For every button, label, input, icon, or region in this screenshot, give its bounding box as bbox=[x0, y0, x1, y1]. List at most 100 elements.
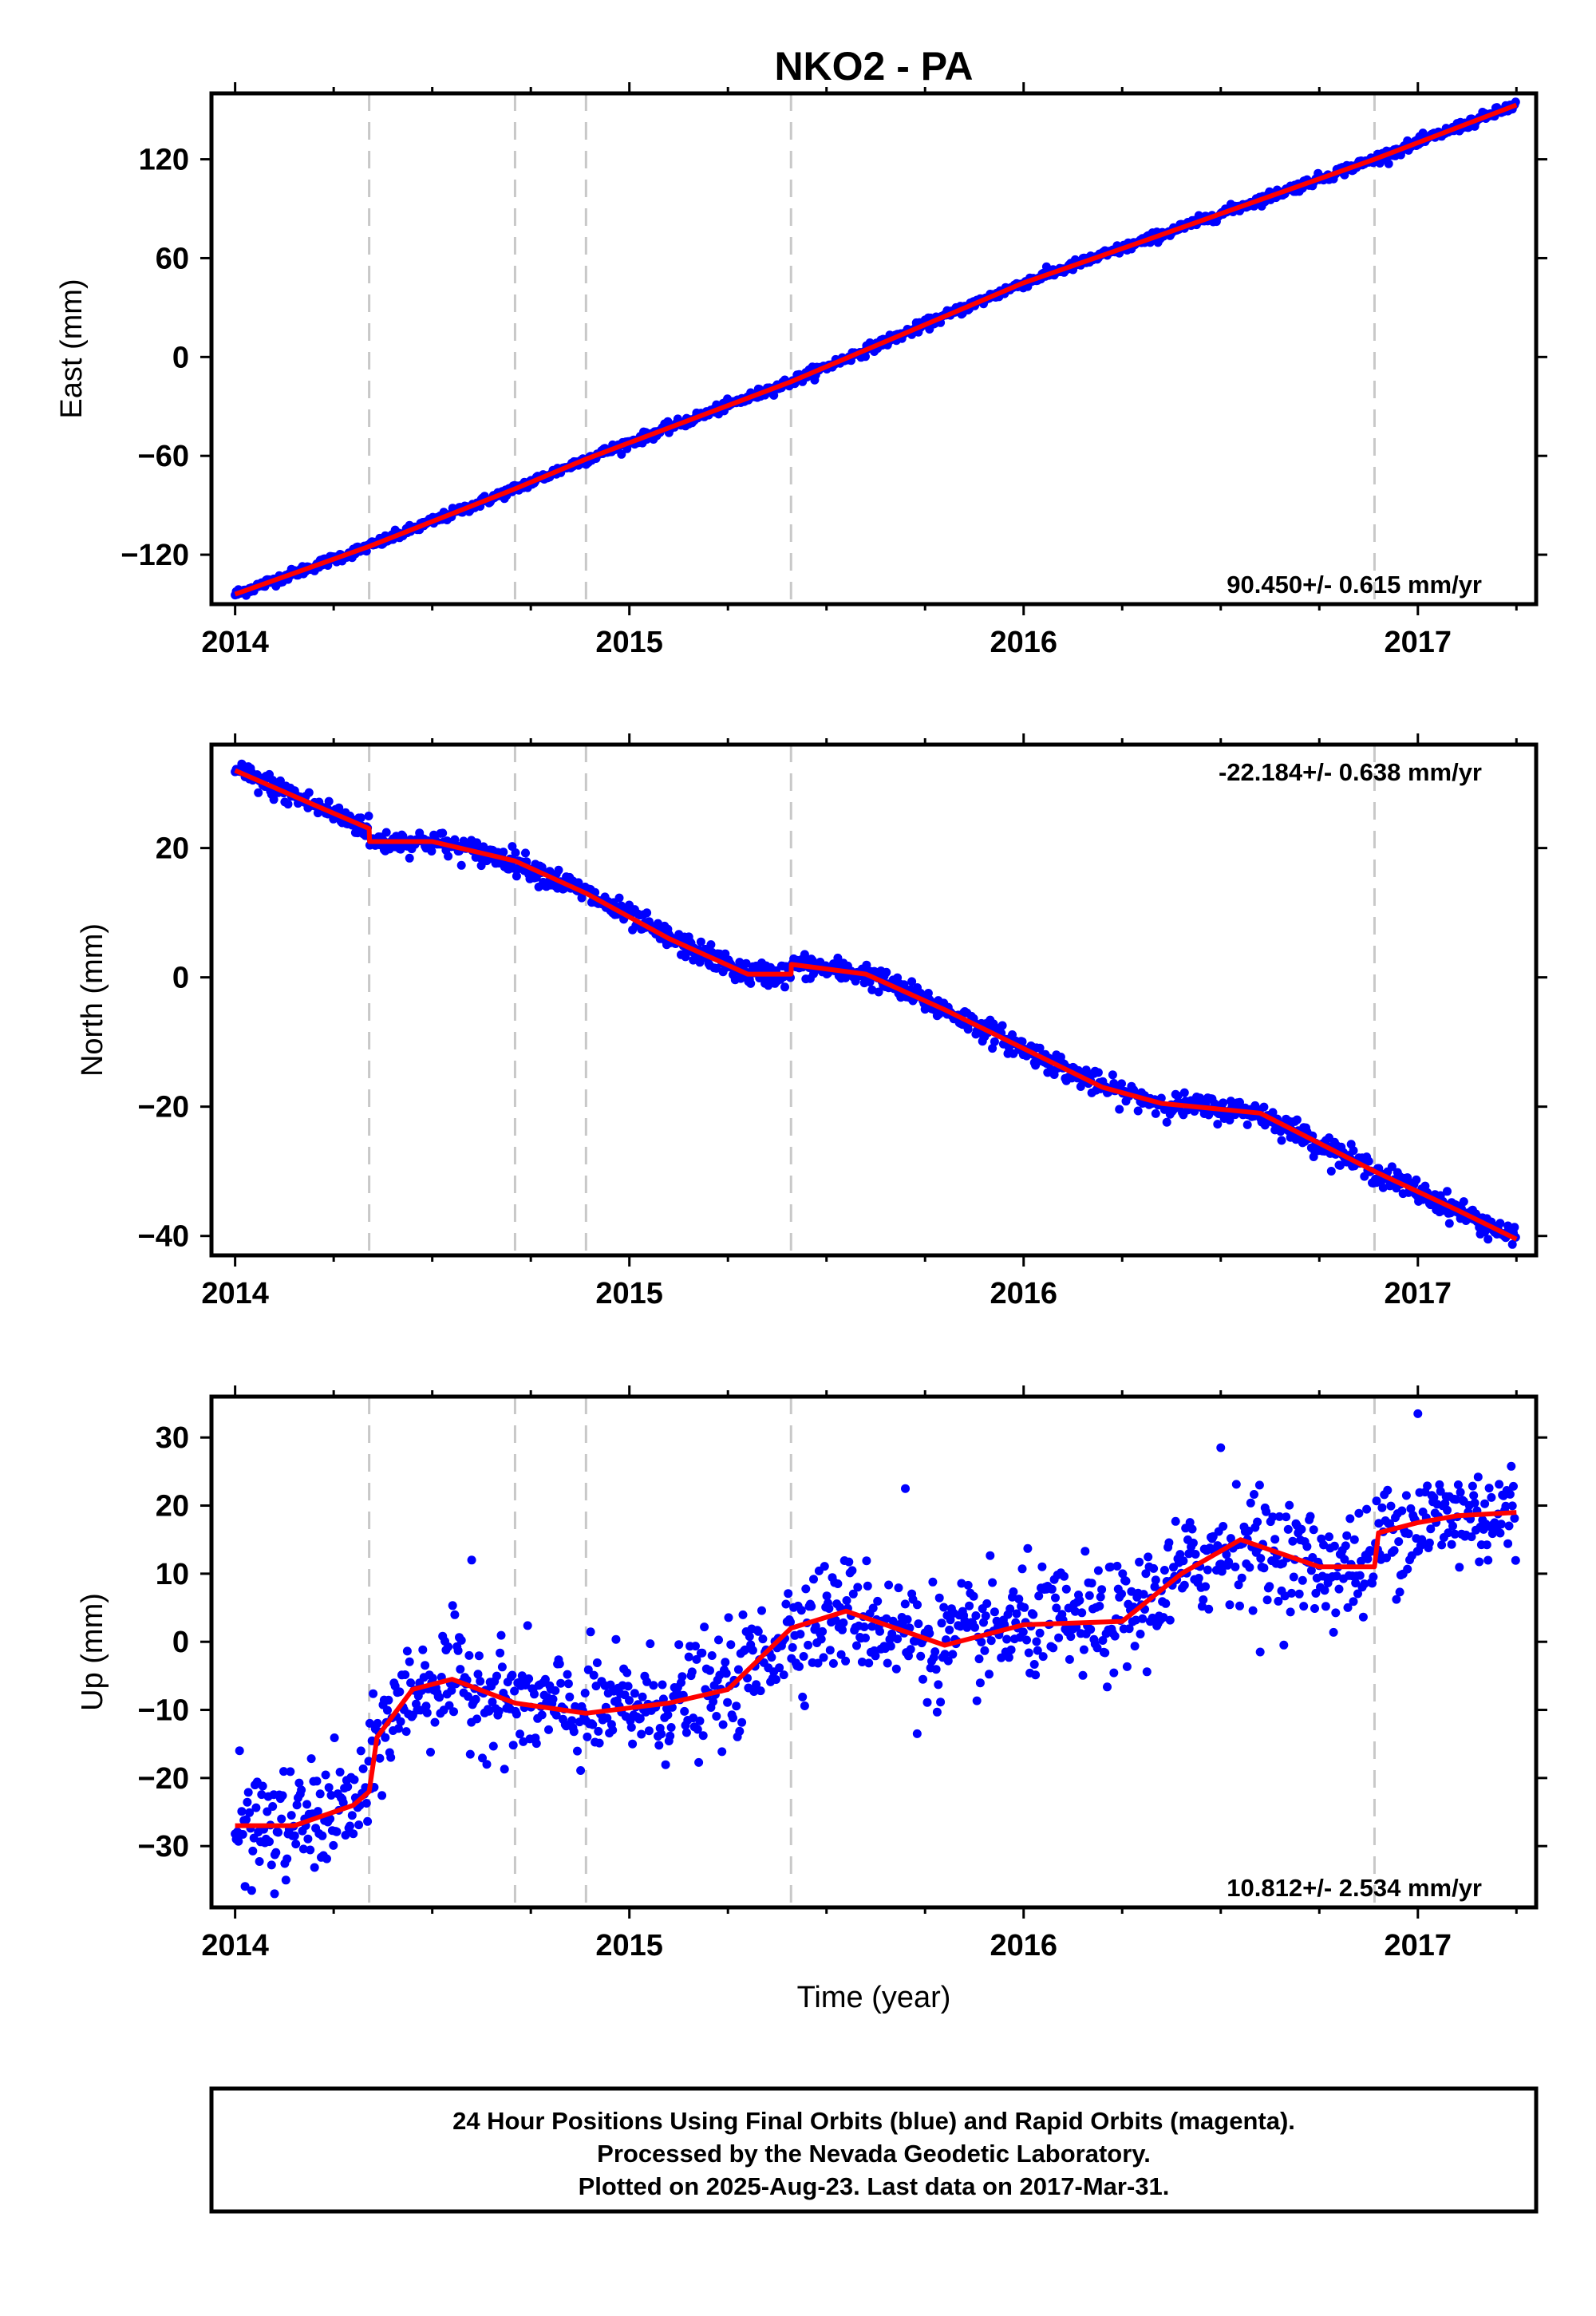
data-point bbox=[705, 1666, 714, 1675]
data-point bbox=[800, 950, 809, 959]
data-point bbox=[721, 1658, 730, 1667]
data-point bbox=[1179, 1556, 1188, 1566]
data-point bbox=[732, 1701, 741, 1711]
data-point bbox=[1081, 1065, 1091, 1075]
data-point bbox=[842, 1596, 851, 1605]
data-point bbox=[401, 1670, 410, 1679]
data-point bbox=[554, 865, 563, 875]
data-point bbox=[1503, 1539, 1513, 1548]
data-point bbox=[1118, 1569, 1128, 1579]
data-point bbox=[1130, 1642, 1140, 1651]
data-point bbox=[1035, 1043, 1045, 1053]
data-point bbox=[474, 1651, 484, 1661]
data-point bbox=[1029, 1660, 1039, 1669]
data-point bbox=[1372, 1496, 1381, 1506]
data-point bbox=[1279, 1640, 1289, 1650]
data-point bbox=[511, 848, 520, 857]
plot-frame bbox=[209, 742, 1539, 1258]
data-point bbox=[1194, 1574, 1203, 1583]
data-point bbox=[887, 1629, 897, 1638]
data-point bbox=[278, 1791, 287, 1800]
data-point bbox=[1201, 1582, 1211, 1591]
data-point bbox=[358, 1764, 368, 1773]
data-point bbox=[1052, 1603, 1061, 1613]
data-point bbox=[435, 1693, 444, 1702]
data-point bbox=[1159, 1566, 1169, 1575]
data-point bbox=[234, 1836, 243, 1846]
data-point bbox=[1334, 1584, 1344, 1594]
data-point bbox=[1245, 1563, 1254, 1572]
data-point bbox=[1394, 1537, 1404, 1547]
x-tick-label: 2015 bbox=[595, 1277, 663, 1310]
data-point bbox=[386, 1753, 396, 1762]
data-point bbox=[934, 1593, 944, 1603]
data-point bbox=[1122, 1662, 1132, 1671]
data-point bbox=[1353, 1589, 1362, 1599]
data-point bbox=[1018, 1627, 1028, 1637]
data-point bbox=[464, 1692, 472, 1701]
data-point bbox=[1219, 1098, 1228, 1108]
data-point bbox=[405, 1657, 414, 1666]
rate-annotation: 10.812+/- 2.534 mm/yr bbox=[1227, 1874, 1482, 1902]
data-point bbox=[548, 1694, 558, 1704]
data-point bbox=[852, 1641, 861, 1650]
data-point bbox=[788, 1642, 797, 1652]
data-point bbox=[1483, 1555, 1493, 1565]
data-point bbox=[421, 1661, 430, 1670]
data-point bbox=[1331, 1608, 1341, 1618]
data-point bbox=[456, 1665, 465, 1674]
x-tick-label: 2017 bbox=[1385, 1277, 1452, 1310]
data-point bbox=[447, 1686, 456, 1695]
data-point bbox=[1032, 1637, 1041, 1646]
data-point bbox=[982, 1599, 992, 1608]
data-point bbox=[1179, 1580, 1189, 1590]
y-axis-label: Up (mm) bbox=[76, 1593, 109, 1711]
data-point bbox=[841, 1656, 851, 1666]
data-point bbox=[1369, 1572, 1378, 1582]
data-point bbox=[903, 1614, 912, 1624]
data-point bbox=[654, 1741, 664, 1750]
data-point bbox=[267, 1860, 276, 1870]
data-point bbox=[1444, 1219, 1454, 1228]
data-point bbox=[551, 1686, 560, 1695]
data-point bbox=[975, 1678, 985, 1688]
data-point bbox=[796, 1606, 806, 1615]
data-point bbox=[1017, 1037, 1027, 1046]
x-tick-label: 2017 bbox=[1385, 1929, 1452, 1962]
data-point bbox=[1255, 1647, 1265, 1657]
y-tick-label: −60 bbox=[138, 440, 189, 473]
data-point bbox=[512, 1709, 521, 1719]
data-point bbox=[556, 1678, 566, 1688]
data-point bbox=[269, 795, 279, 804]
data-point bbox=[1362, 1504, 1372, 1514]
data-point bbox=[531, 1739, 541, 1749]
data-point bbox=[488, 1741, 498, 1751]
data-point bbox=[1142, 1667, 1152, 1677]
data-point bbox=[1453, 1480, 1463, 1489]
data-point bbox=[1225, 1116, 1235, 1124]
data-point bbox=[1268, 1512, 1278, 1522]
data-point bbox=[519, 1737, 528, 1746]
data-point bbox=[965, 1601, 974, 1611]
data-point bbox=[473, 1670, 483, 1679]
data-point bbox=[1475, 1557, 1484, 1567]
data-point bbox=[1047, 1584, 1057, 1594]
data-point bbox=[1424, 1538, 1434, 1547]
data-point bbox=[1004, 1653, 1013, 1662]
data-point bbox=[238, 1830, 247, 1839]
data-point bbox=[833, 1579, 843, 1588]
data-point bbox=[1341, 1541, 1350, 1551]
data-point bbox=[836, 1650, 846, 1659]
data-point bbox=[449, 1707, 458, 1717]
data-point bbox=[957, 1579, 966, 1588]
data-point bbox=[1141, 1569, 1151, 1579]
data-point bbox=[1310, 1604, 1319, 1613]
data-point bbox=[240, 1882, 250, 1891]
data-point bbox=[1029, 1610, 1038, 1619]
y-axis-label: East (mm) bbox=[55, 279, 89, 418]
data-point bbox=[251, 1803, 261, 1812]
data-point bbox=[986, 1636, 996, 1646]
data-point bbox=[1204, 1604, 1214, 1614]
data-point bbox=[324, 1783, 334, 1792]
data-point bbox=[1031, 1670, 1041, 1680]
